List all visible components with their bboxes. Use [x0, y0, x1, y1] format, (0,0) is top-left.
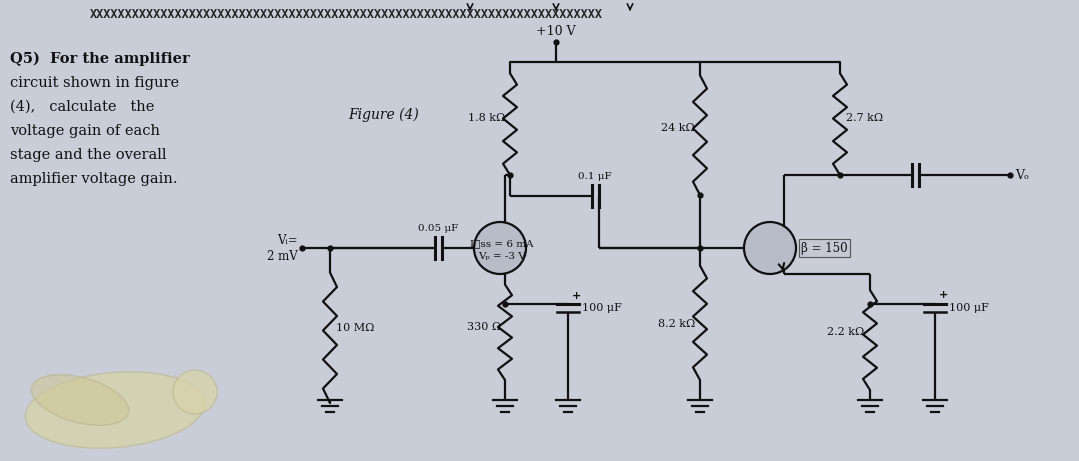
Text: stage and the overall: stage and the overall: [10, 148, 166, 162]
Text: +10 V: +10 V: [536, 25, 576, 38]
Text: 2.2 kΩ: 2.2 kΩ: [827, 327, 864, 337]
Text: Vᵢ=: Vᵢ=: [277, 234, 298, 247]
Text: β = 150: β = 150: [801, 242, 848, 254]
Text: 0.1 μF: 0.1 μF: [578, 172, 612, 181]
Ellipse shape: [31, 375, 128, 426]
Text: (4),   calculate   the: (4), calculate the: [10, 100, 154, 114]
Text: 2 mV: 2 mV: [268, 249, 298, 262]
Text: 330 Ω: 330 Ω: [467, 322, 501, 332]
Text: 8.2 kΩ: 8.2 kΩ: [658, 319, 695, 329]
Text: circuit shown in figure: circuit shown in figure: [10, 76, 179, 90]
Text: Vₒ: Vₒ: [1015, 169, 1028, 182]
Text: +: +: [572, 291, 582, 301]
Text: 100 μF: 100 μF: [950, 303, 988, 313]
Text: +: +: [939, 290, 948, 300]
Text: XXXXXXXXXXXXXXXXXXXXXXXXXXXXXXXXXXXXXXXXXXXXXXXXXXXXXXXXXXXXXXXXXXXXXXXX: XXXXXXXXXXXXXXXXXXXXXXXXXXXXXXXXXXXXXXXX…: [90, 7, 603, 20]
Circle shape: [474, 222, 525, 274]
Text: 100 μF: 100 μF: [582, 303, 622, 313]
Circle shape: [745, 222, 796, 274]
Ellipse shape: [25, 372, 205, 448]
Text: Vₚ = -3 V: Vₚ = -3 V: [478, 252, 525, 260]
Text: 0.05 μF: 0.05 μF: [418, 224, 459, 233]
Text: 10 MΩ: 10 MΩ: [336, 323, 374, 333]
Text: Q5)  For the amplifier: Q5) For the amplifier: [10, 52, 190, 66]
Text: 1.8 kΩ: 1.8 kΩ: [468, 113, 505, 123]
Text: 2.7 kΩ: 2.7 kΩ: [846, 113, 883, 123]
Text: voltage gain of each: voltage gain of each: [10, 124, 160, 138]
Text: amplifier voltage gain.: amplifier voltage gain.: [10, 172, 178, 186]
Text: 24 kΩ: 24 kΩ: [661, 123, 695, 133]
Text: Figure (4): Figure (4): [349, 108, 419, 122]
Circle shape: [173, 370, 217, 414]
Text: I₝ss = 6 mA: I₝ss = 6 mA: [470, 240, 534, 248]
